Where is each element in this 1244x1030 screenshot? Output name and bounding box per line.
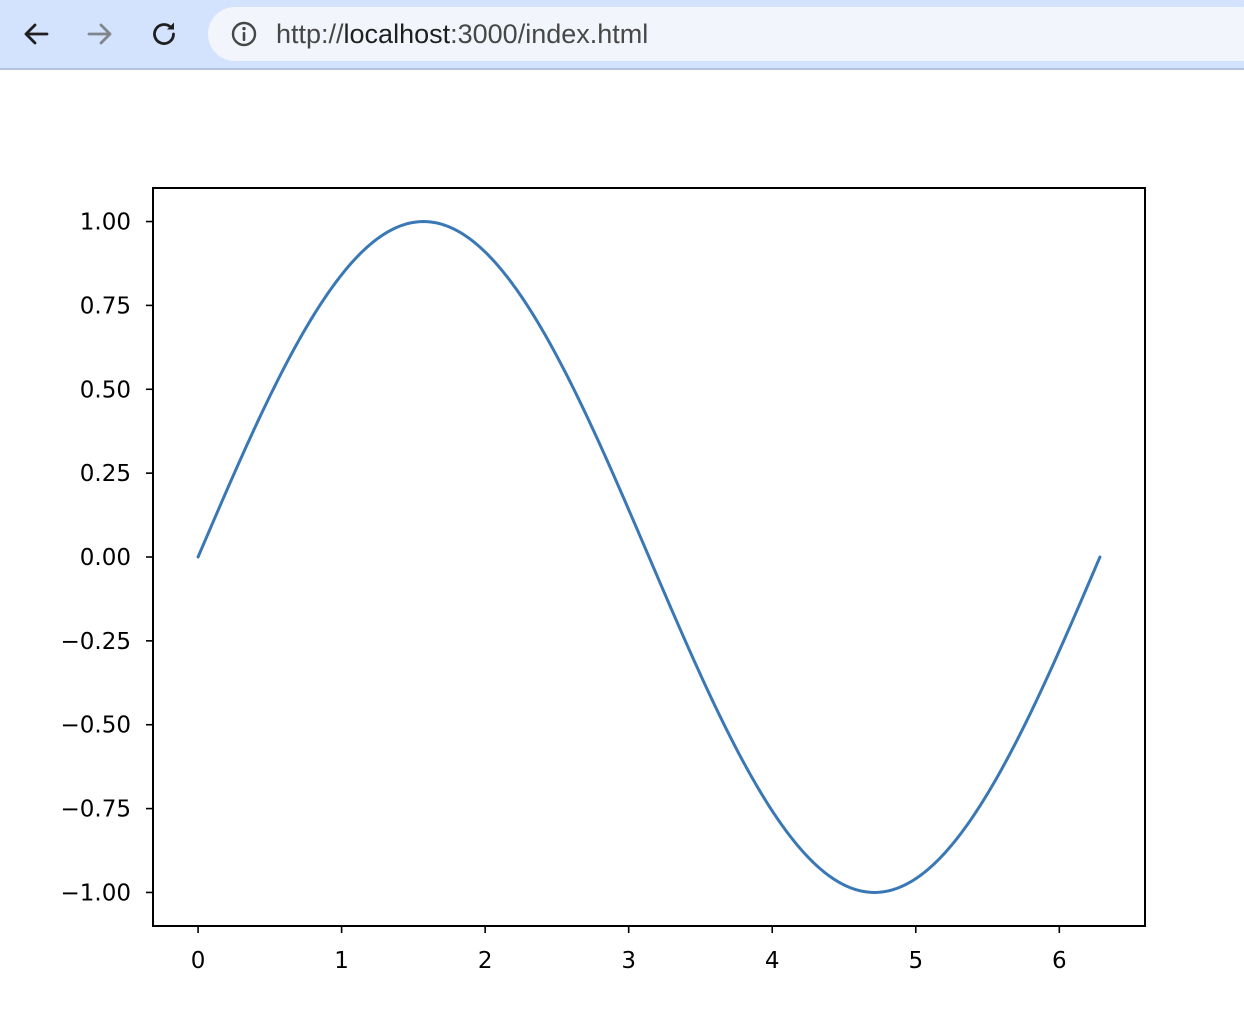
info-circle-icon[interactable] (230, 20, 258, 48)
sine-series-line (196, 220, 1102, 894)
x-tick-label: 1 (334, 948, 349, 974)
y-tick-label: 0.00 (80, 545, 131, 571)
arrow-left-icon (24, 23, 49, 45)
x-tick-label: 6 (1052, 948, 1067, 974)
series-layer (196, 220, 1102, 894)
y-tick-label: −1.00 (61, 880, 131, 906)
y-tick-label: 0.25 (80, 461, 131, 487)
y-tick-label: −0.50 (61, 713, 131, 739)
y-tick-label: 0.50 (80, 377, 131, 403)
y-tick-label: 0.75 (80, 293, 131, 319)
forward-button[interactable] (80, 14, 120, 54)
plot-frame (152, 187, 1146, 927)
back-button[interactable] (16, 14, 56, 54)
arrow-right-icon (87, 23, 112, 45)
x-tick-label: 5 (908, 948, 923, 974)
x-tick-label: 4 (765, 948, 780, 974)
y-tick-label: −0.75 (61, 797, 131, 823)
y-tick-label: 1.00 (80, 210, 131, 236)
reload-icon (153, 22, 175, 45)
chart-container: 1.00 0.75 0.50 0.25 0.00 −0.25 −0.50 −0.75 −1.00… (0, 72, 1244, 1026)
x-tick-label: 2 (478, 948, 493, 974)
url-scheme: http:// (276, 19, 344, 49)
reload-button[interactable] (144, 14, 184, 54)
x-axis-ticks: 0 1 2 3 4 5 6 (191, 926, 1067, 974)
address-bar[interactable]: http://localhost:3000/index.html (208, 7, 1244, 61)
x-tick-label: 3 (621, 948, 636, 974)
y-tick-label: −0.25 (61, 629, 131, 655)
sine-chart: 1.00 0.75 0.50 0.25 0.00 −0.25 −0.50 −0.75 −1.00… (61, 187, 1146, 974)
url-text[interactable]: http://localhost:3000/index.html (276, 7, 648, 61)
y-axis-ticks: 1.00 0.75 0.50 0.25 0.00 −0.25 −0.50 −0.75 −1.00 (61, 210, 153, 906)
url-host: localhost (343, 19, 451, 49)
x-tick-label: 0 (191, 948, 206, 974)
url-path: :3000/index.html (450, 19, 649, 49)
browser-toolbar: http://localhost:3000/index.html (0, 0, 1244, 70)
